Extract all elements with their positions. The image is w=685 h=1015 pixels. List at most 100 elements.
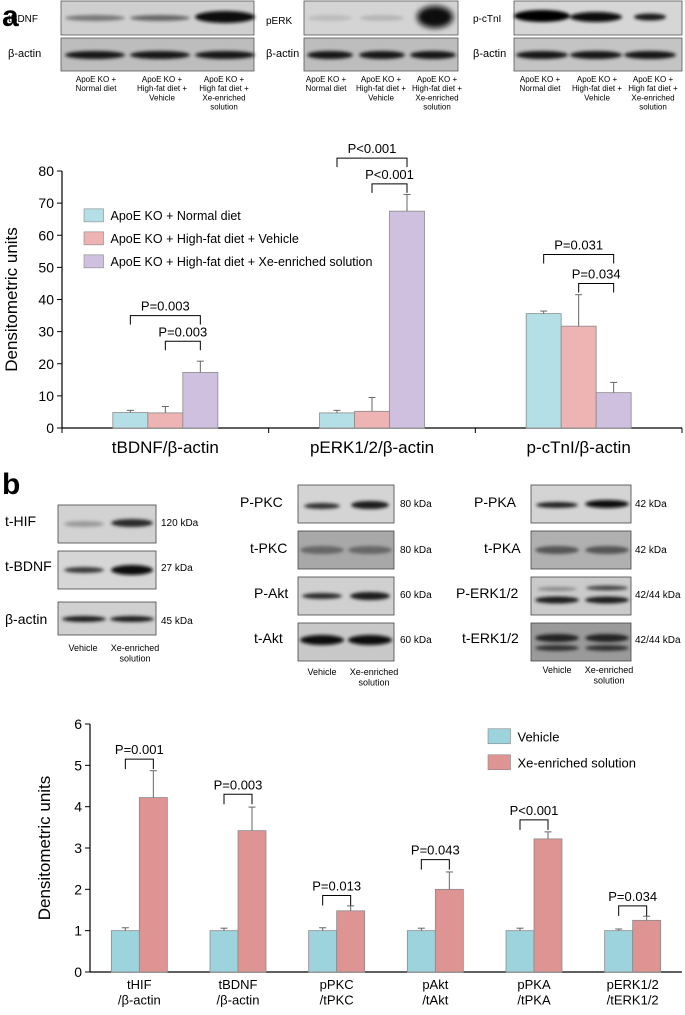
bar [182,372,219,429]
x-category-label: pAkt/tAkt [422,977,448,1008]
y-tick-label: 0 [74,964,82,980]
significance-bracket [371,183,408,193]
blot-band [348,635,392,645]
significance-bracket [519,819,549,830]
p-value-label: P=0.043 [411,843,460,858]
lane-label: Vehicle [542,665,571,675]
y-tick-label: 3 [74,840,82,856]
blot-strip [530,576,632,616]
blot-band [410,51,456,59]
blot-band [62,616,106,622]
p-value-label: P=0.034 [608,889,657,904]
bar [354,410,390,429]
p-value-label: P=0.034 [572,266,621,281]
blot-tbdnf: tBDNF β-actin ApoE KO + Normal diet ApoE … [8,0,255,112]
significance-bracket [336,157,408,168]
blot-row-label: pERK [266,16,292,27]
significance-bracket [129,315,201,325]
lane-label: Xe-enriched solution [350,667,399,687]
lane-label: ApoE KO + High-fat diet + Vehicle [572,75,622,102]
kda-label: 120 kDa [161,518,199,529]
blot-band [585,634,629,642]
blot-row-label: t-Akt [254,630,283,646]
blot-band [570,12,622,22]
blot-band [536,502,578,508]
y-tick-label: 20 [38,356,54,372]
bar [533,838,563,973]
chart-panel-b: 0 1 2 3 4 5 6 Densitometric units tHIF/β-actin tB… [35,716,682,1008]
kda-label: 80 kDa [400,545,432,556]
blot-band [130,51,190,59]
bar [406,930,436,973]
bar [434,888,464,973]
y-tick-label: 10 [38,388,54,404]
blot-row-label: P-PKA [474,494,517,510]
bar [308,930,338,973]
lane-label: ApoE KO + Normal diet [76,75,118,93]
blot-row-label: β-actin [5,611,47,627]
x-category-label: pPKA/tPKA [517,977,551,1008]
blot-row-label: tBDNF [8,14,38,25]
bar [110,930,140,973]
blot-band [195,51,255,59]
lane-label: ApoE KO + High-fat diet + Xe-enriched solut… [412,75,462,112]
blot-band [65,51,125,59]
x-category-label: tBDNF/β-actin [217,977,260,1008]
kda-label: 45 kDa [161,616,193,627]
significance-bracket [543,254,615,264]
significance-bracket [223,793,253,805]
panel-a-letter: a [2,0,19,33]
y-tick-label: 80 [38,163,54,179]
p-value-label: P=0.003 [214,777,263,792]
p-value-label: P=0.003 [158,324,207,339]
kda-label: 42 kDa [635,545,667,556]
blot-band [64,567,104,573]
blot-band [535,596,579,604]
lane-label: ApoE KO + High fat diet + Xe-enriched solut… [199,75,249,112]
blot-group-pkc-akt: P-PKC t-PKC P-Akt t-Akt 80 kDa 80 kDa 60… [240,484,432,687]
blot-strip [530,622,632,662]
blot-band [537,587,577,591]
legend-label: Xe-enriched solution [518,755,637,770]
kda-label: 42/44 kDa [635,590,681,601]
blot-row-label: β-actin [473,48,506,60]
y-tick-label: 30 [38,324,54,340]
blot-row-label: P-PKC [240,494,283,510]
blot-band [585,546,629,554]
p-value-label: P=0.031 [554,238,603,253]
p-value-label: P=0.003 [141,299,190,314]
bar [525,313,562,429]
kda-label: 60 kDa [400,590,432,601]
blot-band [624,51,676,59]
blot-band [300,546,344,554]
y-tick-label: 60 [38,227,54,243]
blot-band [359,51,405,59]
blot-band [417,6,453,28]
blot-row-label: β-actin [8,48,41,60]
blot-row-label: p-cTnI [473,14,501,25]
bar [595,392,632,429]
y-tick-label: 6 [74,716,82,732]
blot-band [111,565,153,575]
bar [319,412,355,429]
y-tick-label: 0 [46,420,54,436]
bar [138,797,168,973]
legend-label: ApoE KO + High-fat diet + Xe-enriched so… [111,255,373,269]
x-category-label: pERK1/2/β-actin [310,438,434,457]
lane-label: Xe-enriched solution [111,643,160,663]
blot-row-label: t-BDNF [5,558,52,574]
panel-b-letter: b [2,468,20,501]
blot-band [110,616,154,622]
p-value-label: P<0.001 [348,141,397,156]
blot-band [348,546,392,554]
blot-band [516,51,568,59]
p-value-label: P<0.001 [365,167,414,182]
p-value-label: P=0.013 [312,879,361,894]
significance-bracket [124,758,154,770]
lane-label: Vehicle [307,667,336,677]
blot-band [535,546,579,554]
legend-swatch [487,728,511,745]
blot-band [351,501,389,509]
significance-bracket [618,905,648,916]
